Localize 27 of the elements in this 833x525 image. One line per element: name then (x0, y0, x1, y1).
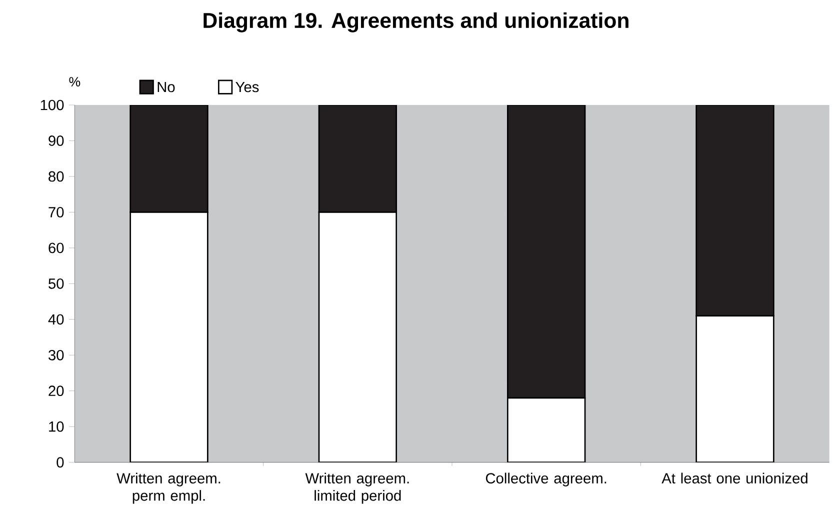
bar (696, 104, 774, 316)
x-tick-label: Written agreem. perm empl. (116, 472, 220, 504)
chart-title: Diagram 19. Agreements and unionization (204, 12, 628, 32)
y-tick-label: 30 (48, 350, 64, 360)
bar (318, 212, 398, 462)
x-tick-label: Written agreem. limited period (305, 472, 409, 504)
bar (506, 104, 586, 399)
y-tick-label: 0 (56, 457, 64, 468)
bar (130, 104, 208, 213)
bar (506, 397, 586, 462)
bar (318, 104, 398, 213)
y-tick-label: 70 (48, 207, 64, 218)
y-tick-label: 40 (48, 314, 64, 325)
legend-label: No (158, 82, 175, 92)
y-tick-label: 50 (48, 278, 64, 289)
y-tick-label: 10 (49, 421, 64, 432)
legend-label: Yes (236, 82, 259, 92)
bar (696, 315, 774, 462)
y-tick-label: 20 (48, 386, 64, 396)
y-tick-label: 60 (48, 242, 64, 254)
y-tick-label: 80 (48, 171, 64, 182)
x-tick-label: At least one unionized (662, 472, 808, 484)
y-axis-title: % (69, 77, 80, 86)
x-tick-label: Collective agreem. (486, 472, 606, 486)
y-tick-label: 90 (48, 136, 64, 146)
bar (130, 212, 208, 462)
y-tick-label: 100 (40, 100, 64, 110)
